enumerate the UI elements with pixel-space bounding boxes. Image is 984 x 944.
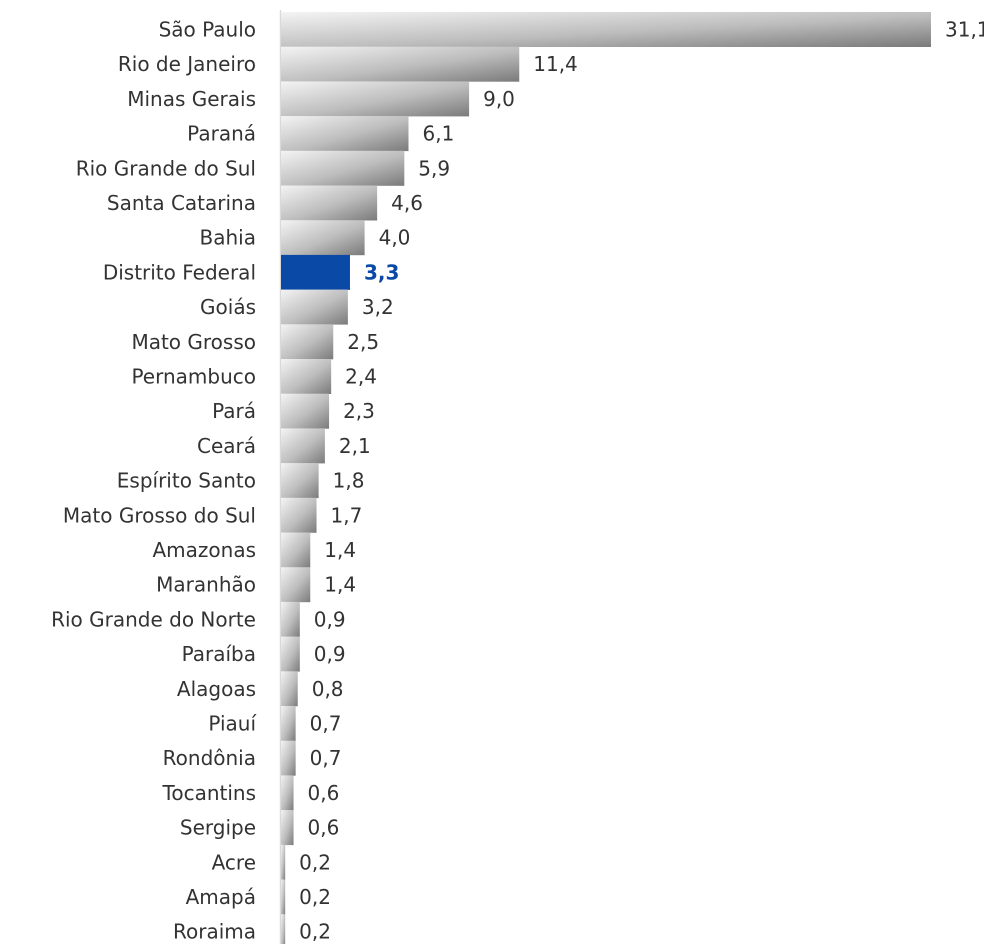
value-label: 6,1 <box>422 122 454 146</box>
bar-1 <box>281 46 520 82</box>
bar-0 <box>281 12 931 47</box>
value-label: 2,4 <box>345 365 377 389</box>
category-label: Acre <box>212 850 256 874</box>
category-label: Rio de Janeiro <box>118 52 256 76</box>
category-label: Sergipe <box>180 816 256 840</box>
bar-6 <box>281 220 365 256</box>
value-label: 9,0 <box>483 87 515 111</box>
category-label: Alagoas <box>177 677 256 701</box>
category-label: Amazonas <box>152 538 256 562</box>
value-label: 0,8 <box>312 677 344 701</box>
category-label: Piauí <box>208 712 257 736</box>
bar-26 <box>281 914 286 944</box>
category-label: Pernambuco <box>131 365 256 389</box>
category-labels-group: São Paulo Rio de Janeiro Minas Gerais Paran… <box>51 18 257 944</box>
value-label: 0,9 <box>314 642 346 666</box>
category-label: Amapá <box>186 885 256 909</box>
bars-group <box>281 12 931 944</box>
category-label: Tocantins <box>162 781 256 805</box>
category-label: Pará <box>212 399 256 423</box>
category-label: Mato Grosso <box>131 330 256 354</box>
value-label: 0,2 <box>299 850 331 874</box>
bar-22 <box>281 775 294 811</box>
bar-8 <box>281 289 348 325</box>
value-label: 0,2 <box>299 920 331 944</box>
bar-2 <box>281 81 470 117</box>
value-labels-group: 31,1 11,4 9,0 6,1 5,9 4,6 4,0 3,3 3,2 2,5 2,4 2,3 2,… <box>299 18 984 944</box>
value-label: 1,4 <box>324 538 356 562</box>
value-label: 1,7 <box>331 503 363 527</box>
category-label: Bahia <box>200 226 256 250</box>
bar-15 <box>281 532 311 568</box>
bar-20 <box>281 706 296 741</box>
value-label: 5,9 <box>418 156 450 180</box>
bar-4 <box>281 150 405 186</box>
value-label: 0,6 <box>308 781 340 805</box>
value-label: 4,6 <box>391 191 423 215</box>
bar-14 <box>281 497 317 533</box>
value-label: 3,2 <box>362 295 394 319</box>
bar-24 <box>281 844 286 880</box>
value-label: 31,1 <box>945 18 984 42</box>
category-label: Espírito Santo <box>117 469 256 493</box>
bar-23 <box>281 810 294 846</box>
bar-10 <box>281 359 332 394</box>
bar-13 <box>281 463 319 499</box>
value-label: 0,6 <box>308 816 340 840</box>
value-label: 2,1 <box>339 434 371 458</box>
category-label: Maranhão <box>156 573 256 597</box>
bar-16 <box>281 567 311 603</box>
value-label: 1,8 <box>333 469 365 493</box>
category-label: Paraíba <box>182 642 256 666</box>
bar-25 <box>281 879 286 915</box>
value-label: 0,9 <box>314 607 346 631</box>
bar-12 <box>281 428 325 464</box>
category-label: Paraná <box>187 122 256 146</box>
value-label: 0,7 <box>310 746 342 770</box>
value-label: 2,3 <box>343 399 375 423</box>
value-label: 11,4 <box>533 52 578 76</box>
bar-19 <box>281 671 298 707</box>
value-label: 4,0 <box>379 226 411 250</box>
bar-17 <box>281 601 300 637</box>
bar-5 <box>281 185 378 221</box>
value-label: 1,4 <box>324 573 356 597</box>
value-label: 0,7 <box>310 712 342 736</box>
value-label: 2,5 <box>347 330 379 354</box>
category-label: Goiás <box>200 295 256 319</box>
bar-11 <box>281 393 330 429</box>
category-label: Ceará <box>197 434 256 458</box>
bar-3 <box>281 116 409 152</box>
value-label: 0,2 <box>299 885 331 909</box>
category-label: São Paulo <box>159 18 256 42</box>
bar-18 <box>281 636 300 672</box>
category-label: Rio Grande do Sul <box>76 156 256 180</box>
category-label: Rondônia <box>163 746 256 770</box>
bar-21 <box>281 740 296 776</box>
category-label: Roraima <box>173 920 256 944</box>
category-label: Distrito Federal <box>103 260 256 284</box>
category-label: Rio Grande do Norte <box>51 607 256 631</box>
category-label: Santa Catarina <box>107 191 256 215</box>
value-label: 3,3 <box>364 260 399 284</box>
category-label: Mato Grosso do Sul <box>63 503 256 527</box>
bar-9 <box>281 324 334 360</box>
bar-7 <box>281 254 350 290</box>
category-label: Minas Gerais <box>127 87 256 111</box>
